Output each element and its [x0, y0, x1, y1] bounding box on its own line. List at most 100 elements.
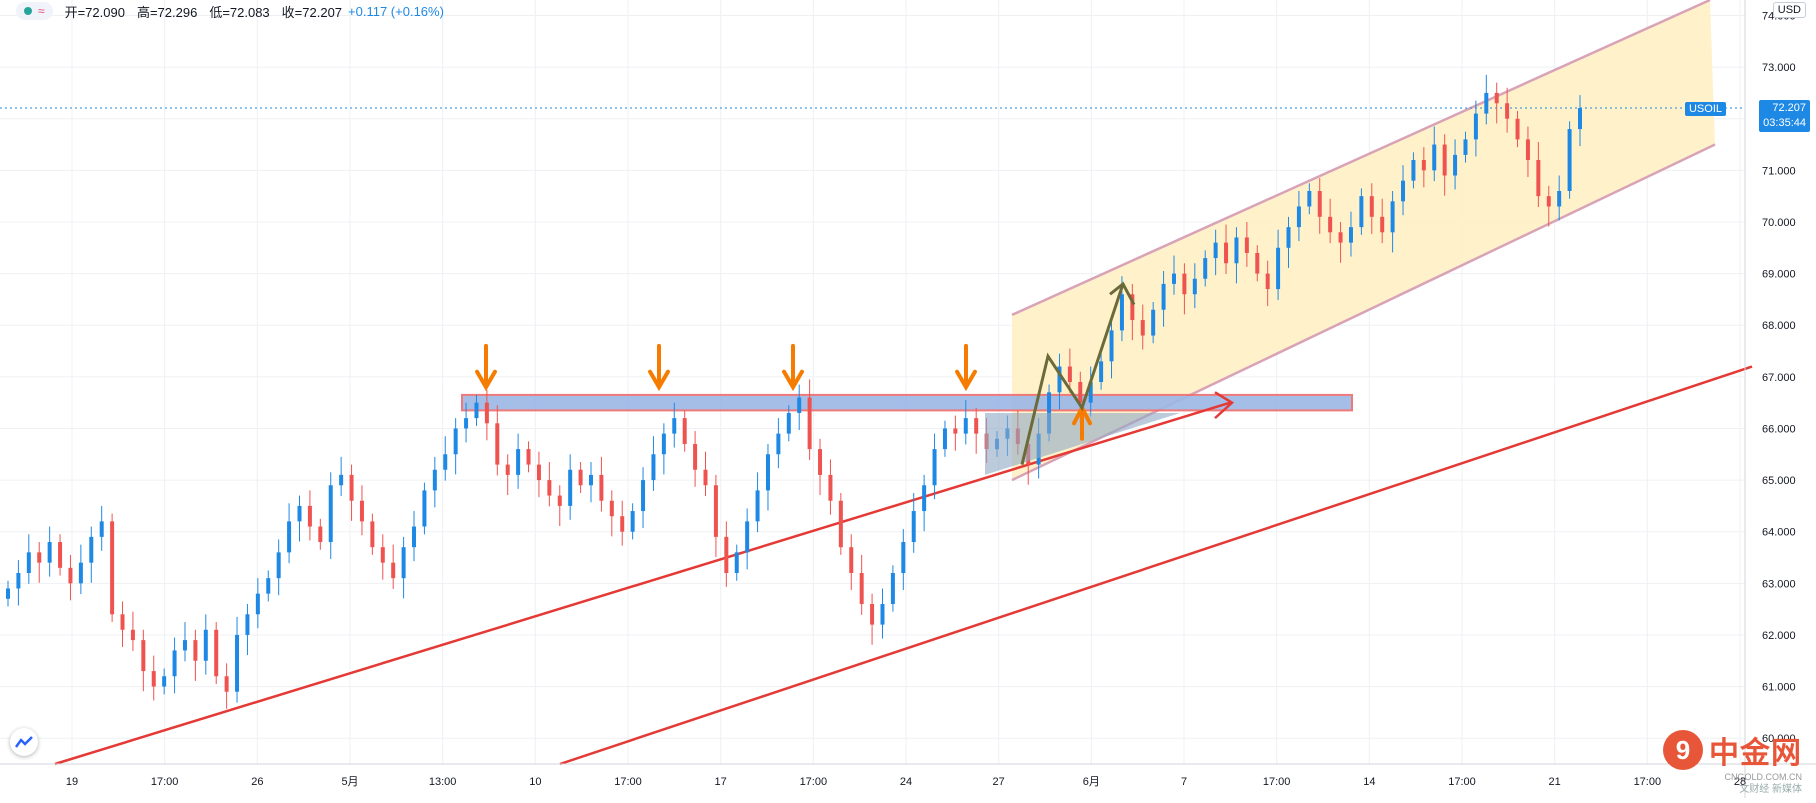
- y-tick-label: 70.000: [1762, 217, 1796, 229]
- candle-body: [1244, 237, 1249, 253]
- candle-body: [536, 464, 541, 481]
- candle-body: [1432, 144, 1437, 171]
- candle-body: [1203, 258, 1208, 279]
- candle-body: [568, 469, 573, 506]
- x-tick-label: 17:00: [1634, 776, 1662, 788]
- candle-body: [89, 536, 94, 563]
- candle-body: [453, 428, 458, 455]
- candle-body: [120, 614, 125, 630]
- candle-body: [1255, 252, 1260, 274]
- candle-body: [1463, 139, 1468, 155]
- candle-body: [1442, 144, 1447, 176]
- y-tick-label: 73.000: [1762, 62, 1796, 74]
- y-tick-label: 65.000: [1762, 475, 1796, 487]
- candle-body: [963, 418, 968, 434]
- candle-body: [297, 505, 302, 522]
- candle-body: [911, 511, 916, 543]
- candle-body: [1088, 382, 1093, 403]
- x-tick-label: 17:00: [800, 776, 828, 788]
- candle-body: [672, 418, 677, 434]
- status-dot-icon: [24, 7, 32, 15]
- candle-body: [1390, 201, 1395, 233]
- x-tick-label: 27: [993, 776, 1005, 788]
- zigzag-arrowhead: [1109, 281, 1136, 306]
- candle-body: [578, 469, 583, 486]
- down-arrow-marker-icon: [475, 343, 497, 392]
- x-tick-label: 7: [1181, 776, 1187, 788]
- candle-body: [68, 567, 73, 584]
- candle-body: [1411, 160, 1416, 181]
- candle-body: [110, 521, 115, 615]
- candle-body: [1369, 196, 1374, 217]
- x-tick-label: 17:00: [1263, 776, 1291, 788]
- candle-body: [901, 542, 906, 573]
- down-arrow-marker-icon: [955, 343, 977, 392]
- candle-body: [359, 500, 364, 522]
- candle-body: [1421, 160, 1426, 171]
- candle-body: [47, 542, 52, 563]
- candle-body: [1328, 216, 1333, 233]
- candle-body: [339, 474, 344, 486]
- last-price-tag: 72.207 03:35:44: [1759, 100, 1810, 132]
- candle-body: [818, 449, 823, 475]
- x-tick-label: 17: [715, 776, 727, 788]
- tradingview-logo-icon[interactable]: [10, 728, 38, 756]
- symbol-tag: USOIL: [1684, 102, 1726, 116]
- candle-body: [162, 676, 167, 687]
- candle-body: [630, 511, 635, 532]
- close-value: 收=72.207: [281, 4, 343, 20]
- candle-body: [1057, 366, 1062, 393]
- candle-body: [765, 454, 770, 491]
- candle-body: [78, 562, 83, 584]
- candle-body: [1119, 294, 1124, 331]
- candle-body: [953, 428, 958, 434]
- y-tick-label: 68.000: [1762, 320, 1796, 332]
- y-tick-label: 67.000: [1762, 372, 1796, 384]
- candle-body: [1338, 232, 1343, 243]
- candle-body: [432, 469, 437, 491]
- candle-body: [1567, 129, 1572, 191]
- currency-button[interactable]: USD: [1772, 2, 1806, 18]
- wave-icon: ≈: [38, 4, 45, 18]
- candle-body: [1484, 92, 1489, 114]
- candle-body: [609, 500, 614, 517]
- candle-body: [547, 480, 552, 496]
- candle-body: [224, 676, 229, 692]
- candle-body: [1109, 330, 1114, 362]
- last-price-value: 72.207: [1772, 102, 1806, 114]
- ohlc-legend: ≈ 开=72.090 高=72.296 低=72.083 收=72.207 +0…: [0, 0, 444, 22]
- candle-body: [1494, 92, 1499, 104]
- countdown-value: 03:35:44: [1763, 117, 1806, 129]
- candle-body: [401, 547, 406, 579]
- candle-body: [255, 593, 260, 615]
- down-arrow-marker-icon: [648, 343, 670, 392]
- candle-body: [1213, 242, 1218, 259]
- candle-body: [942, 428, 947, 450]
- candle-body: [1557, 191, 1562, 207]
- x-tick-label: 10: [529, 776, 541, 788]
- candle-body: [1099, 361, 1104, 382]
- x-tick-label: 14: [1363, 776, 1375, 788]
- candle-body: [245, 614, 250, 635]
- candle-body: [1525, 139, 1530, 161]
- candle-body: [1359, 196, 1364, 228]
- zigzag-path: [1020, 283, 1125, 465]
- y-tick-label: 64.000: [1762, 527, 1796, 539]
- candle-body: [641, 480, 646, 512]
- watermark-logo: 9 中金网: [1663, 728, 1802, 772]
- candle-body: [1296, 206, 1301, 228]
- candle-body: [682, 418, 687, 444]
- candle-body: [776, 433, 781, 455]
- candle-body: [1348, 227, 1353, 243]
- candle-body: [974, 418, 979, 434]
- candle-body: [526, 449, 531, 465]
- x-tick-label: 19: [66, 776, 78, 788]
- candle-body: [16, 573, 21, 589]
- status-pill[interactable]: ≈: [16, 2, 53, 20]
- candle-body: [786, 412, 791, 434]
- candle-body: [828, 474, 833, 501]
- candle-body: [328, 485, 333, 543]
- x-tick-label: 13:00: [429, 776, 457, 788]
